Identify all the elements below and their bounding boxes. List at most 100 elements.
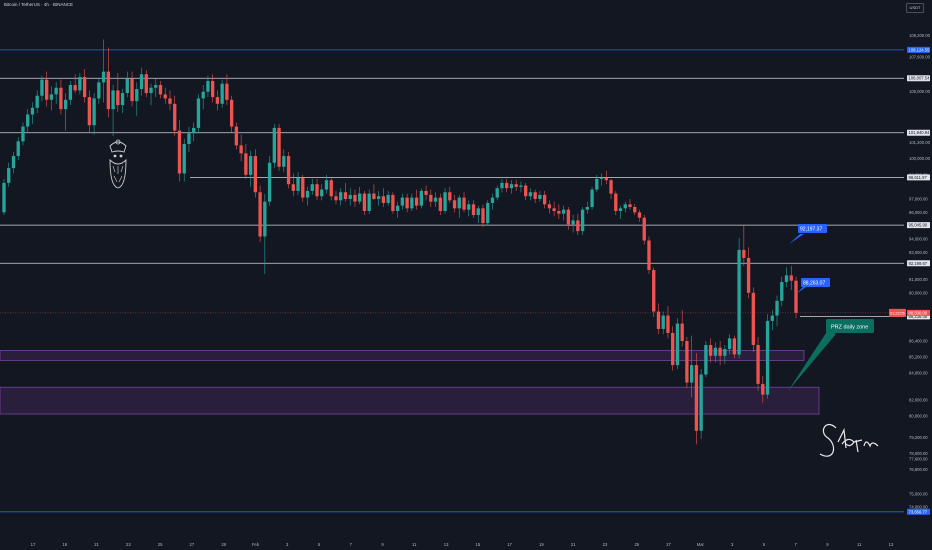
candle xyxy=(614,190,618,216)
candle-body xyxy=(718,347,722,356)
time-tick-label: 25 xyxy=(634,542,639,547)
candle xyxy=(490,193,495,210)
level-price-label: 88,236.49 xyxy=(909,314,928,319)
candle xyxy=(419,188,424,209)
candle-body xyxy=(642,217,646,241)
candle-body xyxy=(680,323,684,342)
candle xyxy=(244,144,248,179)
candle-body xyxy=(566,209,571,225)
candle xyxy=(234,122,239,150)
candle xyxy=(780,276,784,307)
candle-body xyxy=(59,87,63,110)
candle-body xyxy=(637,212,642,218)
price-tick-label: 75,000.00 xyxy=(909,491,928,496)
candle xyxy=(448,186,452,203)
candle-body xyxy=(742,249,746,258)
candle-body xyxy=(652,269,656,312)
candle xyxy=(400,193,405,210)
price-axis[interactable]: 109,200.00 107,600.00 105,000.00 101,200.00… xyxy=(889,0,932,550)
candle xyxy=(358,186,362,205)
candle-body xyxy=(618,208,623,212)
time-tick-label: 27 xyxy=(666,542,671,547)
candle xyxy=(571,215,575,233)
candle xyxy=(154,78,158,98)
candle-body xyxy=(2,182,6,213)
candle xyxy=(35,90,39,114)
candle-body xyxy=(130,78,134,102)
candle xyxy=(438,193,442,216)
candle-body xyxy=(462,197,466,210)
candle-body xyxy=(154,85,158,88)
candle xyxy=(305,186,310,206)
candle-body xyxy=(438,197,442,212)
candle xyxy=(386,190,390,206)
candle xyxy=(690,335,694,398)
callout-pointer-low xyxy=(796,287,806,294)
candle-body xyxy=(708,345,713,356)
candle xyxy=(329,177,333,201)
candle-body xyxy=(353,194,357,202)
candle xyxy=(372,184,376,201)
time-axis[interactable]: 17 19 21 23 25 27 29 Feb 3 5 7 9 11 13 15 17 19 21 23 25 27 M… xyxy=(0,538,904,550)
time-tick-label: 29 xyxy=(221,542,226,547)
candle-body xyxy=(192,127,196,134)
candle xyxy=(433,192,438,207)
candle-body xyxy=(258,192,262,237)
currency-button[interactable]: USDT xyxy=(906,3,924,13)
candle-body xyxy=(63,99,68,110)
candle xyxy=(713,342,718,363)
candle-body xyxy=(348,194,352,199)
candle-body xyxy=(68,85,73,100)
candle xyxy=(381,188,386,207)
candle-body xyxy=(486,202,490,224)
candle xyxy=(424,185,428,201)
price-tick-label: 94,000.00 xyxy=(909,237,928,242)
candle xyxy=(282,149,286,173)
candle xyxy=(59,79,63,115)
candle xyxy=(139,67,144,96)
candle xyxy=(63,93,68,131)
candle xyxy=(557,204,561,220)
candle-body xyxy=(7,168,11,183)
candle-body xyxy=(476,208,480,216)
price-tick-label: 86,400.00 xyxy=(909,339,928,344)
level-price-tag xyxy=(907,129,930,136)
candle-body xyxy=(215,97,220,104)
price-axis-bg xyxy=(904,0,932,550)
candle-body xyxy=(253,156,258,193)
time-tick-label: 23 xyxy=(603,542,608,547)
candle-body xyxy=(505,182,509,189)
price-tick-label: 96,000.00 xyxy=(909,210,928,215)
candle-body xyxy=(206,81,210,92)
time-tick-label: 15 xyxy=(476,542,481,547)
level-price-tag xyxy=(907,75,930,82)
candle xyxy=(253,149,258,198)
candle xyxy=(756,336,760,391)
candle-body xyxy=(87,97,92,126)
candle-body xyxy=(78,76,82,91)
candle-body xyxy=(296,177,300,191)
candle-body xyxy=(395,205,400,212)
candle-body xyxy=(177,130,182,174)
candle xyxy=(277,123,281,171)
candle xyxy=(699,369,703,439)
candle xyxy=(775,295,779,327)
candle-body xyxy=(324,180,329,190)
candle-body xyxy=(661,315,665,329)
time-tick-label: 11 xyxy=(412,542,417,547)
candle xyxy=(599,173,604,186)
candle xyxy=(794,276,798,319)
candle xyxy=(391,192,395,214)
candle xyxy=(130,71,134,107)
candle xyxy=(524,182,528,201)
candle xyxy=(135,82,139,116)
candle xyxy=(666,306,670,339)
candle-body xyxy=(794,280,798,313)
candle-body xyxy=(514,184,518,187)
candle-body xyxy=(116,90,120,106)
candle xyxy=(476,205,480,224)
candle-body xyxy=(452,200,457,209)
candle-body xyxy=(765,320,770,395)
